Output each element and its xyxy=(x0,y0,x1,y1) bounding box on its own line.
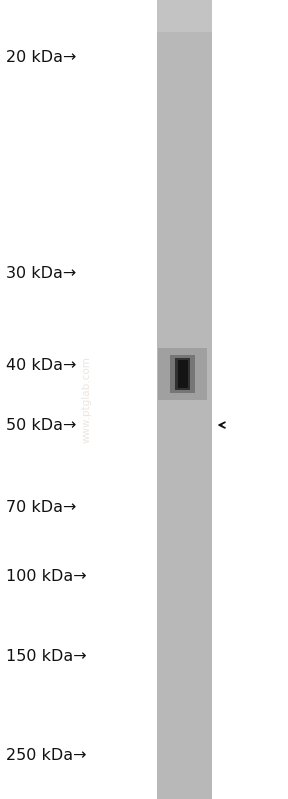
Text: 40 kDa→: 40 kDa→ xyxy=(6,358,76,372)
Bar xyxy=(157,0,212,799)
Bar xyxy=(158,348,207,400)
Bar xyxy=(157,0,212,32)
Text: 50 kDa→: 50 kDa→ xyxy=(6,418,76,432)
Bar xyxy=(178,360,187,388)
Text: 20 kDa→: 20 kDa→ xyxy=(6,50,76,65)
Text: 100 kDa→: 100 kDa→ xyxy=(6,570,86,584)
Bar xyxy=(175,358,190,390)
Text: 250 kDa→: 250 kDa→ xyxy=(6,748,86,762)
Text: www.ptglab.com: www.ptglab.com xyxy=(82,356,91,443)
Text: 70 kDa→: 70 kDa→ xyxy=(6,500,76,515)
Text: 150 kDa→: 150 kDa→ xyxy=(6,650,86,664)
Text: 30 kDa→: 30 kDa→ xyxy=(6,266,76,280)
Bar xyxy=(170,356,195,392)
